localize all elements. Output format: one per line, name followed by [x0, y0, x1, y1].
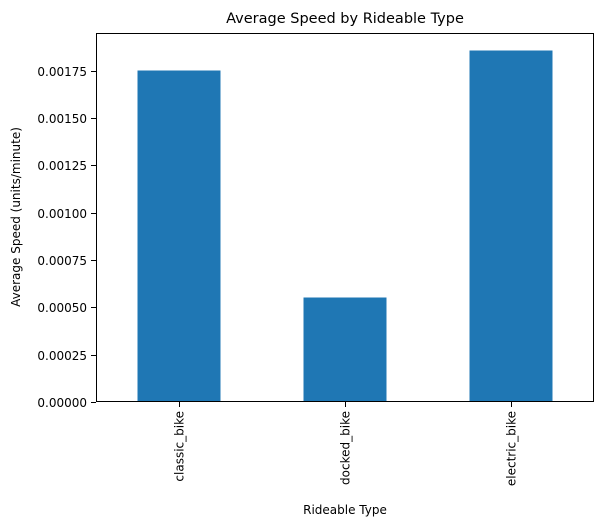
y-axis: 0.00000 0.00025 0.00050 0.00075 0.00100 0.001…: [37, 65, 96, 410]
y-tick-label: 0.00075: [37, 254, 87, 268]
x-axis: classic_bike docked_bike electric_bike: [173, 402, 519, 486]
chart-title: Average Speed by Rideable Type: [226, 11, 464, 27]
plot-border: [96, 33, 594, 402]
bar-docked-bike: [303, 297, 387, 402]
y-axis-label: Average Speed (units/minute): [9, 127, 23, 307]
x-tick-label-electric-bike: electric_bike: [505, 411, 519, 486]
x-axis-label: Rideable Type: [303, 503, 387, 517]
y-tick-label: 0.00000: [37, 396, 87, 410]
y-tick-label: 0.00050: [37, 301, 87, 315]
bars-group: [137, 50, 553, 403]
x-tick-label-docked-bike: docked_bike: [339, 411, 353, 485]
y-tick-label: 0.00175: [37, 65, 87, 79]
bar-electric-bike: [469, 50, 553, 402]
x-tick-label-classic-bike: classic_bike: [173, 411, 187, 482]
y-tick-label: 0.00150: [37, 112, 87, 126]
y-tick-label: 0.00025: [37, 349, 87, 363]
plot-frame: [96, 33, 594, 402]
y-tick-label: 0.00125: [37, 159, 87, 173]
y-tick-label: 0.00100: [37, 207, 87, 221]
bar-classic-bike: [137, 70, 221, 403]
